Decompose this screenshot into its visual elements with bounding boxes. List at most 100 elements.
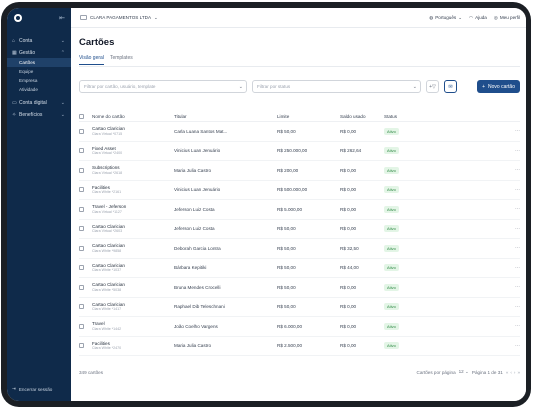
- table-row[interactable]: Fixed Asset Clara Virtual *2400 Vinicius L…: [79, 142, 520, 161]
- filter-bar: Filtrar por cartão, usuário, template ⌄ …: [79, 80, 520, 93]
- card-name: Subscriptions: [92, 165, 120, 170]
- card-number: Clara Virtual *1127: [92, 209, 122, 214]
- sidebar-subitem-atividade[interactable]: Atividade: [19, 87, 38, 92]
- help-button[interactable]: ◠ Ajuda: [469, 15, 487, 21]
- status-cell: Ativo: [384, 127, 510, 135]
- sidebar-item-beneficios[interactable]: ✧ Benefícios ⌄: [7, 109, 71, 120]
- status-badge: Ativo: [384, 322, 399, 330]
- saldo-cell: R$ 0,00: [340, 206, 357, 212]
- per-page-select[interactable]: 12 ⌄: [458, 369, 469, 374]
- first-page-icon[interactable]: «: [505, 369, 509, 375]
- last-page-icon[interactable]: »: [517, 369, 520, 375]
- help-label: Ajuda: [475, 15, 487, 20]
- table-row[interactable]: Travel - Jeferson Clara Virtual *1127 Jefe…: [79, 200, 520, 220]
- sidebar-item-conta-digital[interactable]: ▭ Conta digital ⌄: [7, 97, 71, 108]
- select-all-checkbox[interactable]: [79, 113, 84, 119]
- row-checkbox[interactable]: [79, 167, 84, 173]
- status-badge: Ativo: [384, 186, 399, 194]
- table-row[interactable]: Facilities Clara White *2161 Vinicius Luan…: [79, 181, 520, 200]
- row-checkbox[interactable]: [79, 148, 84, 154]
- sidebar-subitem-cartoes[interactable]: Cartões: [7, 58, 71, 67]
- status-filter-select[interactable]: Filtrar por status ⌄: [252, 80, 421, 93]
- table-row[interactable]: Subscriptions Clara Virtual *2618 Maria Ju…: [79, 161, 520, 181]
- profile-button[interactable]: ◎ Meu perfil: [494, 15, 520, 21]
- card-number: Clara Virtual *2603: [92, 229, 123, 233]
- more-options-icon[interactable]: ⋯: [515, 167, 520, 174]
- mail-icon: ✉: [448, 83, 453, 90]
- table-header: Nome do cartão Titular Limite Saldo usad…: [79, 111, 520, 122]
- row-checkbox[interactable]: [79, 206, 84, 212]
- table-row[interactable]: Cartao Clarician Clara Virtual *2603 Jefer…: [79, 220, 520, 239]
- row-checkbox[interactable]: [79, 343, 84, 349]
- next-page-icon[interactable]: ›: [513, 369, 516, 375]
- row-checkbox[interactable]: [79, 187, 84, 193]
- company-selector[interactable]: CLARA PAGAMENTOS LTDA ⌄: [80, 15, 158, 21]
- card-name: Cartao Clarician: [92, 282, 125, 287]
- per-page-label: Cartões por página: [416, 369, 456, 375]
- tab-templates[interactable]: Templates: [109, 55, 133, 61]
- status-cell: Ativo: [384, 225, 510, 233]
- row-checkbox[interactable]: [79, 128, 84, 134]
- sidebar-item-conta[interactable]: ⌂ Conta ⌄: [7, 35, 71, 46]
- status-badge: Ativo: [384, 264, 399, 272]
- status-filter-placeholder: Filtrar por status: [257, 84, 291, 89]
- sidebar-item-gestao[interactable]: ▦ Gestão ⌃: [7, 47, 71, 58]
- sidebar-subitem-empresa[interactable]: Empresa: [19, 78, 38, 83]
- add-filter-button[interactable]: +▽: [426, 80, 439, 93]
- more-options-icon[interactable]: ⋯: [515, 186, 520, 193]
- new-card-button[interactable]: + Novo cartão: [477, 80, 520, 93]
- saldo-cell: R$ 32,50: [340, 245, 359, 251]
- more-options-icon[interactable]: ⋯: [515, 342, 520, 349]
- search-filter-select[interactable]: Filtrar por cartão, usuário, template ⌄: [79, 80, 247, 93]
- digital-account-icon: ▭: [12, 99, 17, 106]
- more-options-icon[interactable]: ⋯: [515, 225, 520, 232]
- card-name-cell: Facilities Clara White *2161: [92, 185, 174, 196]
- row-checkbox[interactable]: [79, 284, 84, 290]
- more-options-icon[interactable]: ⋯: [515, 128, 520, 135]
- prev-page-icon[interactable]: ‹: [510, 369, 512, 375]
- row-checkbox[interactable]: [79, 226, 84, 232]
- card-name-cell: Cartao Clarician Clara Virtual *0715: [92, 126, 174, 137]
- headset-icon: ◠: [469, 14, 474, 20]
- table-row[interactable]: Facilities Clara White *2470 Maria Julia C…: [79, 337, 520, 356]
- more-options-icon[interactable]: ⋯: [515, 264, 520, 271]
- header-saldo: Saldo usado: [340, 113, 366, 119]
- card-name: Travel - Jeferson: [92, 204, 127, 209]
- logout-button[interactable]: ⇥ Encerrar sessão: [12, 386, 52, 392]
- more-options-icon[interactable]: ⋯: [515, 323, 520, 330]
- row-checkbox[interactable]: [79, 323, 84, 329]
- language-selector[interactable]: ◍ Português ⌄: [429, 15, 462, 21]
- limite-cell: R$ 5.000,00: [277, 206, 303, 212]
- titular-cell: Deborah Garcia Lontra: [174, 245, 221, 251]
- chevron-down-icon: ⌄: [154, 14, 158, 20]
- saldo-cell: R$ 0,00: [340, 323, 357, 329]
- saldo-cell: R$ 0,00: [340, 284, 357, 290]
- collapse-sidebar-icon[interactable]: ⇤: [59, 15, 65, 22]
- card-number: Clara White *1417: [92, 307, 122, 311]
- tab-visao-geral[interactable]: Visão geral: [79, 55, 104, 65]
- row-checkbox[interactable]: [79, 245, 84, 251]
- row-checkbox[interactable]: [79, 304, 84, 310]
- sidebar-subitem-equipe[interactable]: Equipe: [19, 69, 34, 74]
- table-row[interactable]: Cartao Clarician Clara White *1037 Bárbara…: [79, 259, 520, 278]
- more-options-icon[interactable]: ⋯: [515, 245, 520, 252]
- logout-label: Encerrar sessão: [18, 386, 53, 392]
- status-cell: Ativo: [384, 186, 510, 194]
- table-row[interactable]: Travel Clara White *1442 João Coelho Varge…: [79, 317, 520, 337]
- table-row[interactable]: Cartao Clarician Clara White *9858 Deborah…: [79, 239, 520, 259]
- more-options-icon[interactable]: ⋯: [515, 206, 520, 213]
- row-checkbox[interactable]: [79, 265, 84, 271]
- more-options-icon[interactable]: ⋯: [515, 147, 520, 154]
- more-options-icon[interactable]: ⋯: [515, 284, 520, 291]
- titular-cell: Raphael Dib Teleschnani: [174, 304, 225, 310]
- more-options-icon[interactable]: ⋯: [515, 303, 520, 310]
- card-name: Facilities: [92, 340, 110, 346]
- table-row[interactable]: Cartao Clarician Clara White *1417 Raphael…: [79, 298, 520, 317]
- table-row[interactable]: Cartao Clarician Clara Virtual *0715 Carla…: [79, 122, 520, 142]
- tabs-divider: [79, 66, 520, 67]
- table-row[interactable]: Cartao Clarician Clara White *5038 Bruna M…: [79, 278, 520, 298]
- email-button[interactable]: ✉: [444, 80, 457, 93]
- status-badge: Ativo: [384, 127, 399, 135]
- titular-cell: Maria Julia Castro: [174, 343, 212, 349]
- per-page-value: 12: [458, 369, 464, 374]
